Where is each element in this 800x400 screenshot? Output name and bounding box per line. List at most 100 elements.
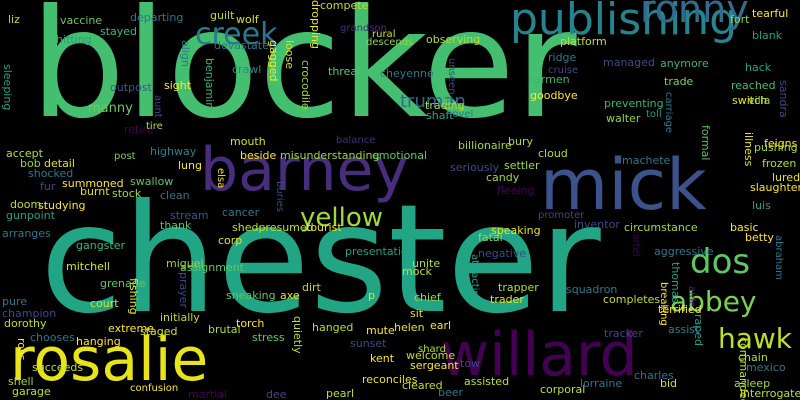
word-lured: lured — [772, 171, 800, 184]
word-fatal: fatal — [478, 231, 503, 244]
word-benjamin: benjamin — [203, 58, 216, 110]
word-tow: tow — [460, 357, 481, 370]
word-confusion: confusion — [130, 383, 179, 394]
word-assignment: assignment — [180, 261, 244, 274]
word-novel: novel — [446, 109, 474, 120]
word-guilt: guilt — [210, 9, 235, 22]
word-trapper: trapper — [498, 281, 539, 294]
word-loose: loose — [283, 40, 296, 70]
word-devastated: devastated — [214, 39, 276, 52]
word-shell: shell — [8, 375, 34, 388]
word-abraham: abraham — [773, 235, 784, 280]
word-gunpoint: gunpoint — [6, 209, 55, 222]
word-mitchell: mitchell — [66, 260, 110, 273]
word-tearful: tearful — [752, 7, 789, 20]
word-succeeds: succeeds — [32, 361, 84, 374]
word-machete: machete — [622, 154, 671, 167]
word-billionaire: billionaire — [458, 139, 512, 152]
word-torch: torch — [236, 317, 265, 330]
word-emotional: emotional — [372, 149, 428, 162]
word-descends: descends — [366, 37, 414, 48]
word-ridge: ridge — [548, 51, 577, 64]
word-brutal: brutal — [208, 323, 241, 336]
word-candy: candy — [486, 171, 520, 184]
word-highway: highway — [150, 145, 197, 158]
word-speaking: speaking — [491, 224, 541, 237]
word-sandra: sandra — [777, 80, 790, 118]
word-vaccine: vaccine — [60, 14, 103, 27]
word-promoter: promoter — [538, 210, 585, 221]
word-bob: bob — [20, 157, 41, 170]
word-barney: barney — [200, 135, 409, 205]
word-chooses: chooses — [30, 331, 75, 344]
word-sleeping: sleeping — [1, 64, 14, 111]
word-quietly: quietly — [291, 316, 304, 354]
word-hanged: hanged — [312, 321, 354, 334]
word-corp: corp — [218, 234, 243, 247]
word-trade: trade — [664, 75, 694, 88]
word-initially: initially — [160, 311, 200, 324]
word-slaughter: slaughter — [750, 181, 800, 194]
word-detail: detail — [44, 157, 75, 170]
word-balance: balance — [336, 135, 376, 146]
word-squadron: squadron — [566, 283, 618, 296]
word-buries: buries — [274, 181, 285, 212]
word-interrogates: interrogates — [740, 387, 800, 400]
word-rosalie: rosalie — [10, 325, 209, 395]
word-willard: willard — [440, 320, 638, 390]
word-shocked: shocked — [28, 167, 74, 180]
word-platform: platform — [560, 35, 607, 48]
word-mute: mute — [366, 324, 395, 337]
word-pearl: pearl — [326, 387, 355, 400]
word-illness: illness — [742, 132, 755, 167]
word-mexico: mexico — [746, 361, 786, 374]
word-observing: observing — [426, 33, 481, 46]
word-shard: shard — [418, 344, 446, 355]
word-blank: blank — [752, 29, 783, 42]
word-creek: creek — [195, 17, 278, 52]
word-welcome: welcome — [406, 349, 456, 362]
word-basic: basic — [730, 221, 759, 234]
word-carmen: carmen — [528, 73, 570, 86]
word-corporal: corporal — [540, 383, 586, 396]
word-cleared: cleared — [402, 379, 443, 392]
word-sit: sit — [410, 307, 424, 320]
word-dorothy: dorothy — [4, 317, 47, 330]
word-kent: kent — [370, 352, 395, 365]
word-martial: martial — [188, 388, 228, 400]
word-lorraine: lorraine — [580, 377, 623, 390]
word-align: align — [179, 40, 192, 67]
word-manny: manny — [88, 101, 133, 116]
word-villa: villa — [748, 94, 771, 107]
word-summoned: summoned — [62, 177, 124, 190]
word-toll: toll — [646, 109, 662, 120]
word-bury: bury — [508, 135, 533, 148]
word-hitting: hitting — [56, 33, 92, 46]
word-sight: sight — [164, 79, 192, 92]
word-grandson: grandson — [340, 23, 387, 34]
word-carriage: carriage — [663, 92, 674, 134]
word-fleeing: fleeing — [497, 184, 535, 197]
word-crawl: crawl — [232, 63, 262, 76]
word-retire: retire — [124, 123, 154, 136]
word-arranges: arranges — [2, 227, 51, 240]
word-misunderstanding: misunderstanding — [280, 149, 380, 162]
word-chief: chief — [414, 291, 441, 304]
word-miguel: miguel — [166, 257, 204, 270]
word-fishing: fishing — [127, 278, 140, 315]
word-tracker: tracker — [604, 327, 643, 340]
word-feigns: feigns — [764, 137, 798, 150]
word-terrified: terrified — [658, 303, 702, 316]
word-cartel: cartel — [630, 228, 641, 257]
word-tourist: tourist — [306, 221, 342, 234]
word-dee: dee — [266, 388, 287, 400]
word-mouth: mouth — [230, 135, 266, 148]
word-publishing: publishing — [510, 0, 738, 45]
word-fur: fur — [40, 180, 56, 193]
word-threat: threat — [328, 65, 362, 78]
word-charles: charles — [634, 369, 674, 382]
word-unite: unite — [412, 257, 441, 270]
word-trading: trading — [425, 99, 465, 112]
word-completes: completes — [603, 293, 661, 306]
